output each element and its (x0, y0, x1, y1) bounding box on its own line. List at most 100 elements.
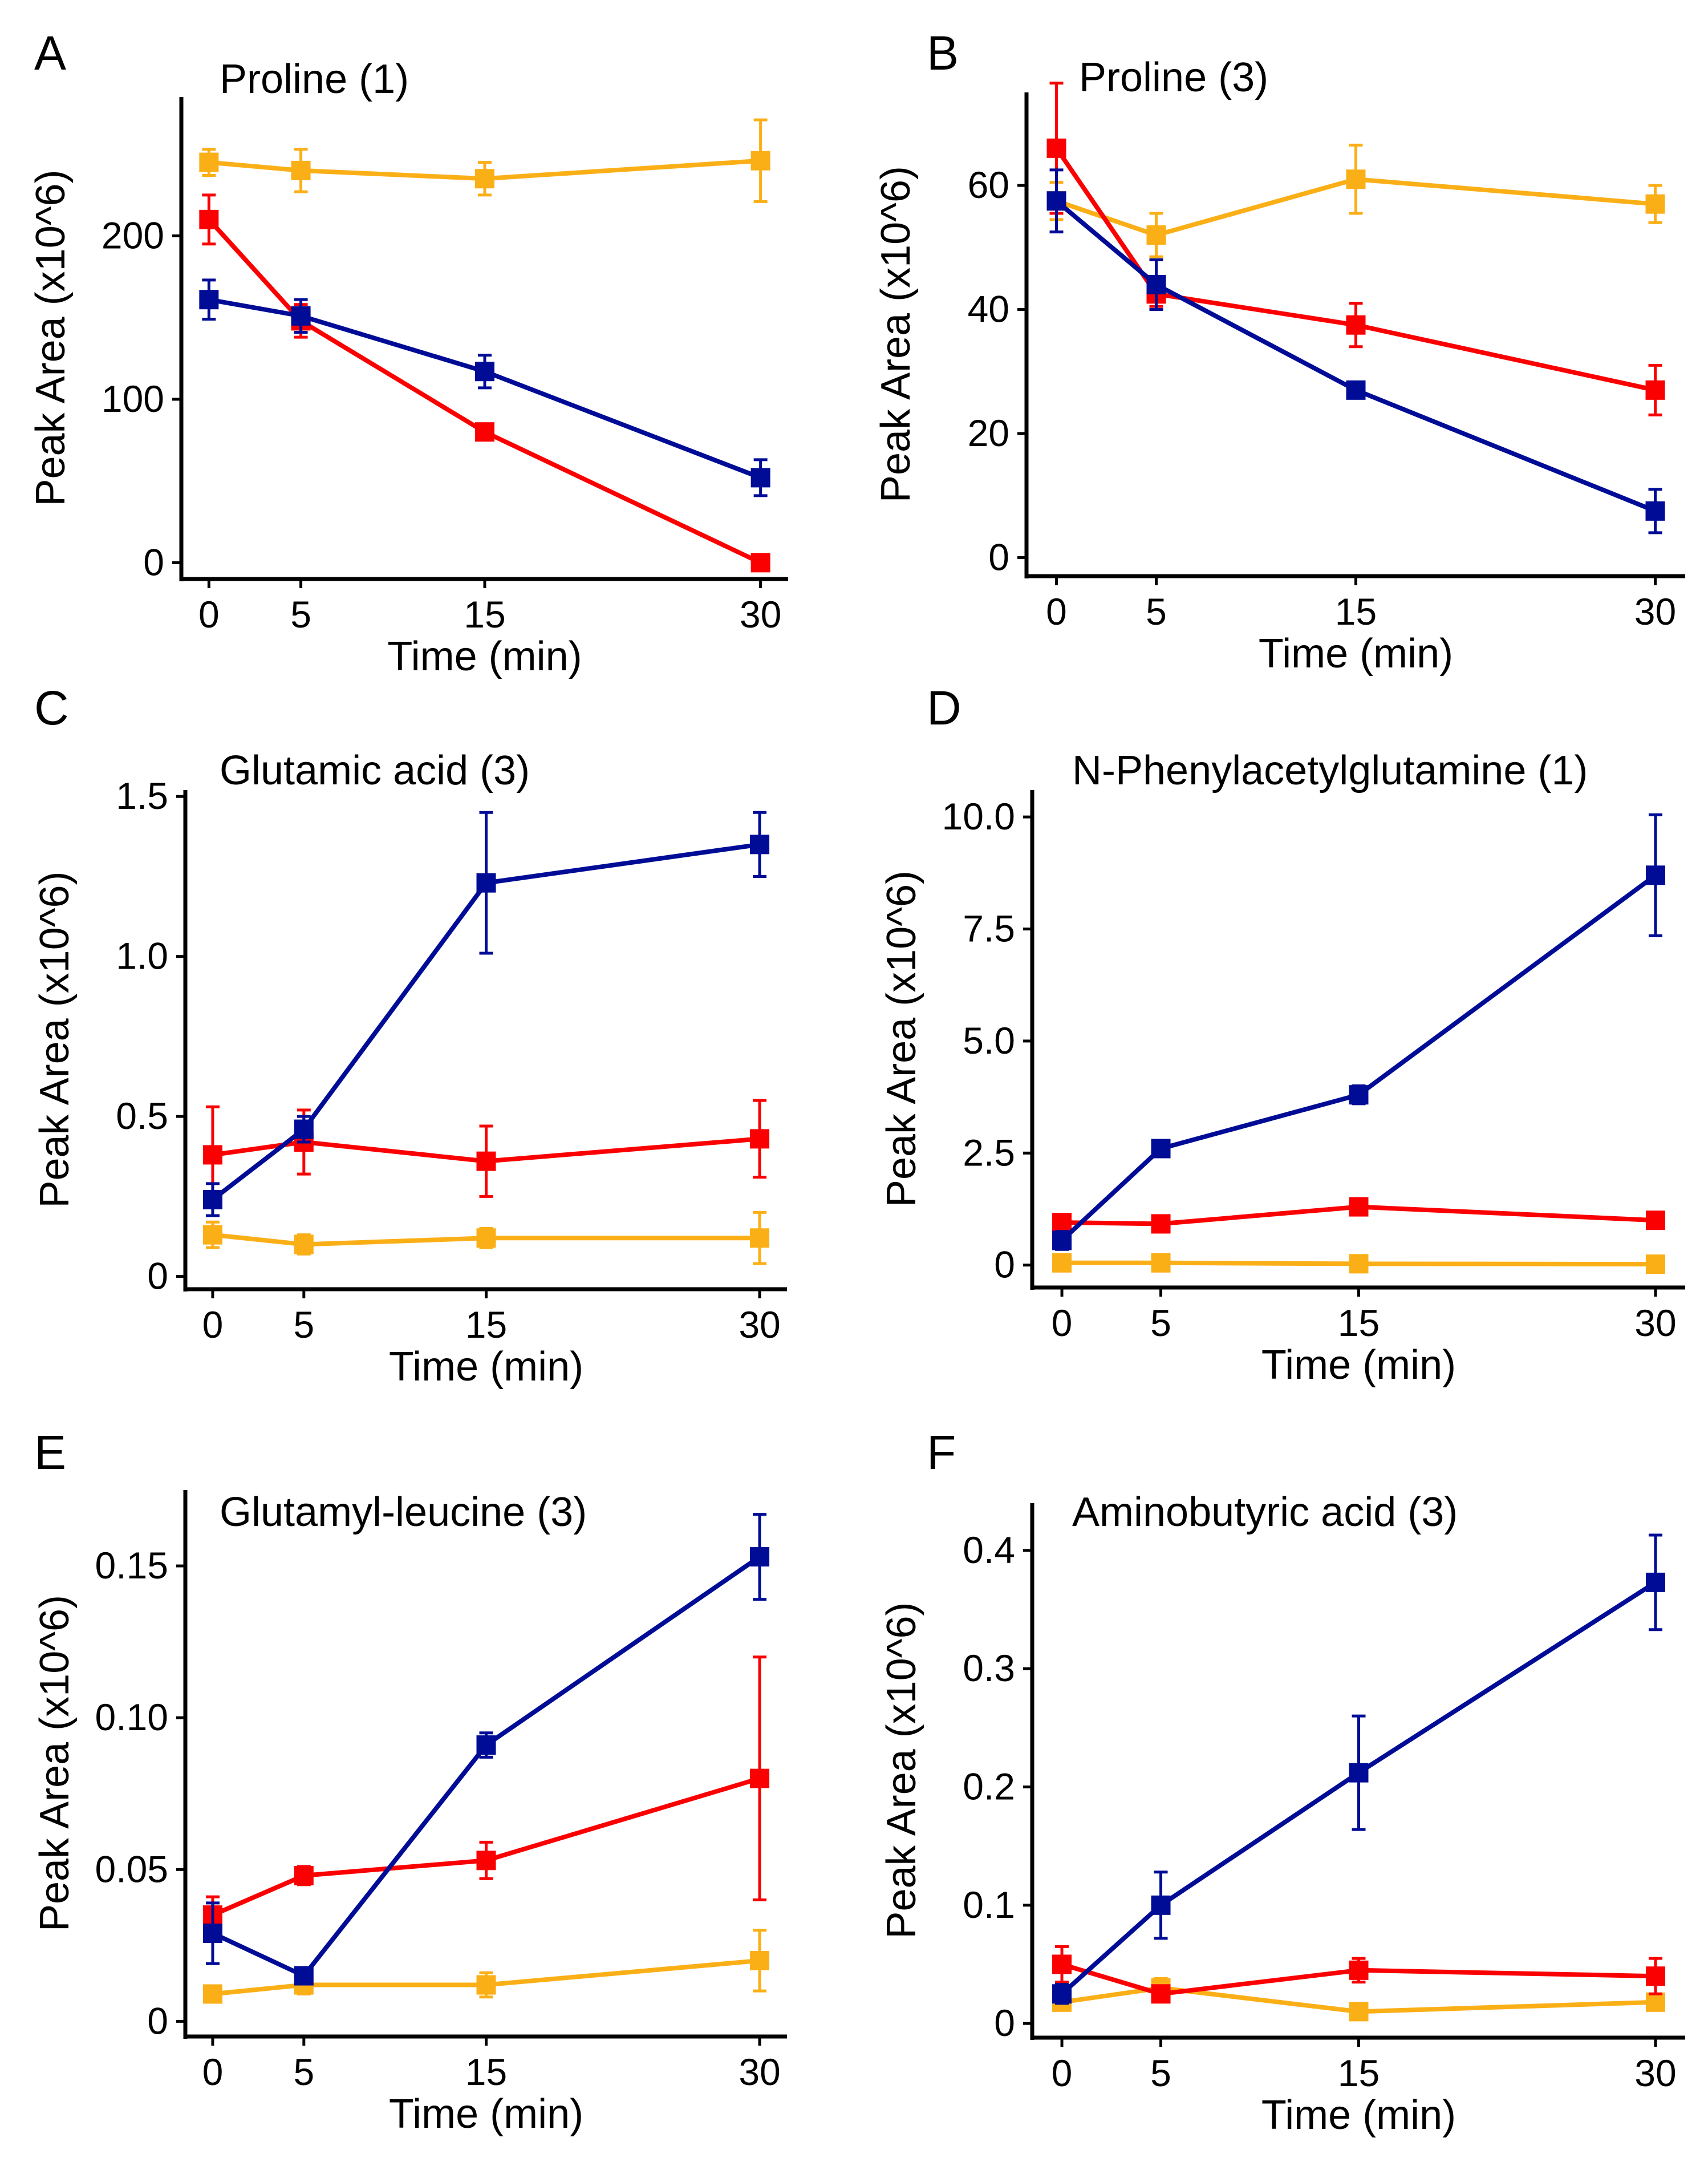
y-axis-label: Peak Area (x10^6) (32, 871, 78, 1208)
data-point (294, 1119, 314, 1139)
x-tick-label: 30 (739, 2051, 780, 2093)
chart-title: N-Phenylacetylglutamine (1) (1072, 748, 1588, 793)
y-tick-label: 0.1 (963, 1884, 1015, 1926)
x-tick-label: 15 (1338, 1302, 1380, 1344)
data-point (1151, 1984, 1171, 2004)
data-point (750, 1129, 770, 1149)
data-point (1349, 1960, 1369, 1980)
data-point (294, 1865, 314, 1885)
data-point (1146, 275, 1166, 295)
x-axis-label: Time (min) (1261, 2092, 1456, 2138)
x-tick-label: 30 (1634, 2052, 1676, 2094)
x-tick-label: 0 (202, 1303, 224, 1346)
y-tick-label: 0 (147, 1999, 168, 2042)
data-point (750, 151, 770, 171)
series-blue (1046, 168, 1665, 535)
y-tick-label: 1.0 (116, 935, 168, 977)
y-tick-label: 100 (102, 378, 164, 420)
data-point (750, 468, 770, 488)
series-line-red (1054, 147, 1656, 392)
y-tick-label: 20 (968, 412, 1009, 454)
y-axis-label: Peak Area (x10^6) (879, 871, 924, 1207)
data-point (1645, 380, 1665, 400)
data-point (291, 306, 311, 326)
series-line-blue (1060, 873, 1657, 1242)
data-point (202, 1225, 222, 1245)
x-tick-label: 15 (465, 2051, 507, 2093)
series-red (1046, 82, 1665, 416)
x-tick-label: 5 (1146, 590, 1167, 633)
data-point (1349, 2002, 1369, 2022)
series-line-red (212, 1136, 760, 1164)
series-line-red (212, 1776, 761, 1917)
chart-title: Glutamic acid (3) (220, 748, 530, 793)
data-point (476, 1735, 496, 1755)
series-line-blue (211, 842, 760, 1202)
data-point (1645, 1254, 1665, 1274)
data-point (475, 169, 494, 189)
series-orange (202, 1210, 770, 1265)
x-tick-label: 0 (202, 2051, 224, 2093)
y-axis-label: Peak Area (x10^6) (28, 169, 74, 506)
y-tick-label: 0 (147, 1255, 168, 1297)
data-point (475, 422, 494, 442)
series-line-blue (1054, 199, 1656, 513)
x-tick-label: 15 (465, 1303, 507, 1346)
chart-panel-e: E Glutamyl-leucine (3) 0 0.05 0.10 0.15 0 5 15 30… (32, 1426, 787, 2137)
data-point (750, 835, 770, 855)
x-tick-label: 15 (1335, 590, 1377, 633)
chart-title: Proline (3) (1079, 55, 1268, 100)
y-tick-label: 0.5 (116, 1095, 168, 1137)
data-point (476, 1151, 496, 1171)
data-point (1052, 1230, 1072, 1250)
y-tick-label: 10.0 (942, 795, 1015, 837)
x-tick-label: 0 (1052, 2052, 1073, 2094)
data-point (750, 1768, 770, 1788)
y-tick-label: 0.05 (95, 1848, 168, 1890)
data-point (1645, 865, 1665, 885)
data-point (1349, 1197, 1369, 1217)
y-axis-label: Peak Area (x10^6) (879, 1602, 924, 1938)
data-point (476, 873, 496, 893)
series-blue (202, 811, 770, 1217)
series-line-red (1061, 1204, 1656, 1226)
y-tick-label: 1.5 (116, 775, 168, 817)
series-red (202, 1655, 770, 1935)
series-line-blue (212, 1554, 761, 1978)
series-orange (1052, 1253, 1665, 1274)
panel-letter: B (927, 26, 959, 80)
data-point (750, 1950, 770, 1970)
data-point (475, 362, 494, 382)
chart-title: Proline (1) (220, 56, 409, 102)
y-tick-label: 0 (988, 536, 1009, 578)
data-point (750, 1228, 770, 1248)
series-orange (1046, 143, 1665, 258)
y-axis-label: Peak Area (x10^6) (873, 166, 919, 503)
chart-panel-c: C Glutamic acid (3) 0 0.5 1.0 1.5 0 5 15 30 Time (… (32, 681, 787, 1390)
x-tick-label: 5 (293, 2051, 314, 2093)
data-point (1645, 194, 1665, 214)
y-tick-label: 0.15 (95, 1544, 168, 1586)
data-point (1146, 225, 1166, 245)
series-blue (199, 278, 770, 497)
series-orange (1052, 1977, 1665, 2022)
y-tick-label: 5.0 (963, 1019, 1015, 1062)
data-point (750, 553, 770, 573)
chart-panel-b: B Proline (3) 0 20 40 60 0 5 15 30 Time (min) Peak … (873, 26, 1685, 677)
chart-panel-f: F Aminobutyric acid (3) 0 0.1 0.2 0.3 0.4 0 5 15 3… (879, 1426, 1685, 2138)
data-point (1151, 1253, 1171, 1273)
series-line-red (207, 218, 762, 565)
x-tick-label: 30 (1634, 590, 1676, 633)
data-point (1151, 1895, 1171, 1915)
y-tick-label: 2.5 (963, 1131, 1015, 1173)
data-point (476, 1975, 496, 1995)
data-point (750, 1547, 770, 1567)
x-axis-label: Time (min) (1259, 631, 1453, 677)
panel-letter: D (927, 681, 961, 735)
series-line-blue (208, 297, 762, 480)
x-tick-label: 5 (293, 1303, 314, 1346)
x-tick-label: 0 (198, 593, 220, 635)
data-point (1346, 380, 1366, 400)
data-point (1346, 315, 1366, 335)
